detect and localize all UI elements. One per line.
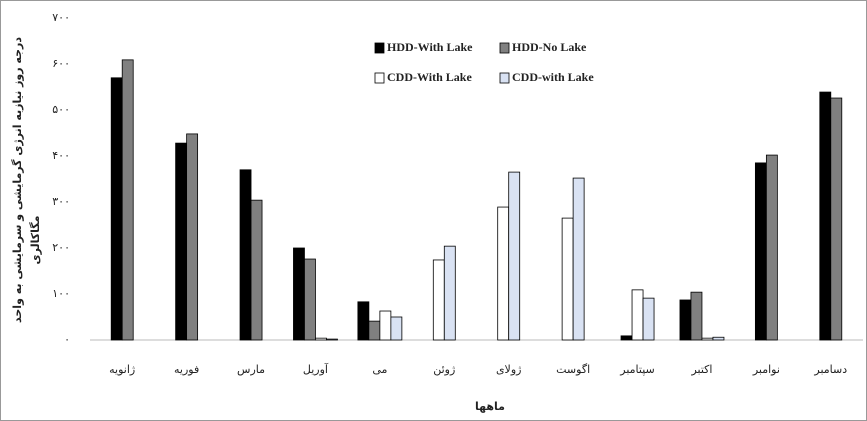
x-tick-label: آوریل xyxy=(303,362,329,376)
y-axis-title-line: درجه روز نیازبه انرژی گرمایشی و سرمایشی … xyxy=(11,37,24,323)
bar xyxy=(620,335,633,341)
bar xyxy=(642,297,655,341)
bar xyxy=(368,320,381,341)
legend-swatch xyxy=(374,42,385,54)
legend-label: HDD-No Lake xyxy=(512,40,587,54)
legend-label: CDD-With Lake xyxy=(387,70,472,84)
bar xyxy=(690,291,703,341)
x-tick-label: ژوئن xyxy=(433,363,455,376)
x-tick-label: اکتبر xyxy=(690,363,712,376)
legend-label: CDD-with Lake xyxy=(512,70,594,84)
legend: HDD-With Lake HDD-No Lake CDD-With Lake CDD… xyxy=(374,40,594,84)
y-axis-title: درجه روز نیازبه انرژی گرمایشی و سرمایشی … xyxy=(11,37,42,323)
y-tick-label: ۴۰۰ xyxy=(52,149,70,162)
bar xyxy=(701,337,714,341)
x-tick-label: اگوست xyxy=(556,363,590,376)
x-tick-label: می xyxy=(372,363,387,376)
x-tick-label: ژولای xyxy=(496,363,522,376)
bar xyxy=(765,154,778,341)
y-axis-title-line: مگاکالری xyxy=(29,216,42,265)
legend-swatch xyxy=(499,42,510,54)
bar xyxy=(830,97,843,341)
bar xyxy=(357,301,370,341)
y-tick-label: ۲۰۰ xyxy=(52,241,70,254)
y-tick-label: ۷۰۰ xyxy=(52,11,70,24)
x-tick-label: دسامبر xyxy=(813,363,847,376)
x-tick-label: فوریه xyxy=(174,363,199,376)
x-tick-label: ژانویه xyxy=(109,363,135,376)
bar xyxy=(239,169,252,341)
bar xyxy=(443,245,456,341)
y-tick-label: ۱۰۰ xyxy=(52,287,70,300)
bar xyxy=(679,299,692,341)
bar xyxy=(432,259,445,341)
bar xyxy=(175,142,188,341)
y-tick-label: ۶۰۰ xyxy=(52,57,70,70)
x-axis-title: ماهها xyxy=(475,400,505,413)
y-tick-label: ۵۰۰ xyxy=(52,103,70,116)
bar xyxy=(315,337,327,341)
bar xyxy=(754,162,767,341)
y-tick-label: ۰ xyxy=(64,333,70,346)
bar xyxy=(304,258,316,341)
bar xyxy=(497,206,510,341)
legend-swatch xyxy=(499,72,510,84)
bar xyxy=(186,133,199,341)
legend-swatch xyxy=(374,72,385,84)
bar xyxy=(712,336,725,341)
y-tick-label: ۳۰۰ xyxy=(52,195,70,208)
x-tick-label: مارس xyxy=(237,363,265,376)
bar xyxy=(819,91,832,341)
bar xyxy=(250,199,263,341)
bar xyxy=(572,177,585,341)
bar xyxy=(293,247,305,341)
bar xyxy=(508,171,521,341)
legend-label: HDD-With Lake xyxy=(387,40,473,54)
bar xyxy=(110,77,123,341)
bar xyxy=(379,310,392,341)
bar xyxy=(561,217,574,341)
x-tick-label: سپتامبر xyxy=(619,363,655,376)
bar xyxy=(390,316,403,341)
bar xyxy=(121,59,134,341)
bar xyxy=(631,289,644,341)
x-tick-label: نوامبر xyxy=(752,363,780,376)
bar xyxy=(326,338,338,341)
